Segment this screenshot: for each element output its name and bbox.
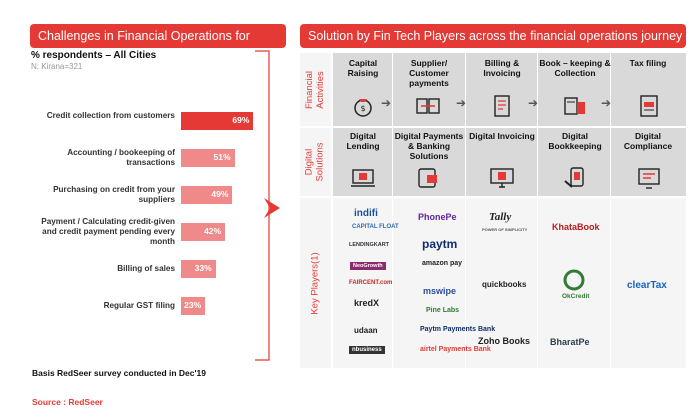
logo-indifi: indifi <box>354 208 378 219</box>
players-row <box>333 198 686 368</box>
bar-value-label: 51% <box>213 152 231 162</box>
solution-payments: Digital Payments & Banking Solutions <box>394 131 464 161</box>
solutions-row <box>333 128 686 196</box>
laptop-loan-icon <box>351 169 375 187</box>
calculator-icon <box>564 97 585 115</box>
arrow-icon: ➔ <box>528 96 539 110</box>
category-label: Purchasing on credit from your suppliers <box>53 185 175 204</box>
arrow-icon: ➔ <box>601 96 612 110</box>
activity-payments: Supplier/ Customer payments <box>409 58 449 88</box>
solution-bookkeeping: Digital Bookkeeping <box>548 131 602 151</box>
activity-tax-filing: Tax filing <box>629 58 667 68</box>
right-panel-header: Solution by Fin Tech Players across the … <box>300 24 686 48</box>
logo-lendingkart: LENDINGKART <box>349 242 390 248</box>
category-label: Accounting / bookeeping of transactions <box>67 148 175 167</box>
svg-text:$: $ <box>360 104 365 113</box>
chart-subtitle: % respondents – All Cities <box>31 50 157 61</box>
row-label-activities: Financial Activities <box>304 70 326 109</box>
logo-mswipe: mswipe <box>423 286 457 296</box>
logo-airtel-bank: airtel Payments Bank <box>420 346 491 353</box>
logo-khatabook: KhataBook <box>552 222 600 232</box>
bar: 42% <box>181 223 226 241</box>
bar-value-label: 23% <box>184 300 202 310</box>
bar-value-label: 69% <box>232 115 250 125</box>
row-label-players: Key Players(1) <box>309 251 321 315</box>
activity-capital-raising: Capital Raising <box>347 58 379 78</box>
logo-bharatpe: BharatPe <box>550 337 590 347</box>
compliance-screen-icon <box>638 168 660 189</box>
monitor-invoice-icon <box>490 168 514 188</box>
tax-document-icon <box>640 95 658 117</box>
bar: 69% <box>181 112 254 130</box>
bar: 49% <box>181 186 233 204</box>
logo-neogrowth: NeoGrowth <box>350 262 386 270</box>
activity-billing: Billing & Invoicing <box>483 58 521 78</box>
logo-paytm: paytm <box>422 237 458 251</box>
logo-zoho-books: Zoho Books <box>478 336 530 346</box>
money-bag-icon: $ <box>354 99 372 117</box>
bar-value-label: 49% <box>211 189 229 199</box>
logo-capital-float: CAPITAL FLOAT <box>352 224 399 230</box>
survey-basis-note: Basis RedSeer survey conducted in Dec'19 <box>32 368 206 378</box>
payment-transfer-icon <box>416 98 440 114</box>
logo-okcredit: OkCredit <box>562 293 590 300</box>
left-panel-header: Challenges in Financial Operations for K… <box>30 24 286 67</box>
category-label: Payment / Calculating credit-given and c… <box>41 217 175 246</box>
bar-value-label: 42% <box>204 226 222 236</box>
row-label-solutions: Digital Solutions <box>304 142 327 182</box>
category-label: Billing of sales <box>117 264 175 273</box>
mobile-wallet-icon <box>418 168 437 188</box>
source-note: Source : RedSeer <box>32 397 103 407</box>
sample-size: N: Kirana=321 <box>31 62 83 71</box>
logo-cleartax: clearTax <box>627 280 667 291</box>
solution-invoicing: Digital Invoicing <box>469 131 535 141</box>
arrow-icon: ➔ <box>456 96 467 110</box>
logo-pine-labs: Pine Labs <box>426 307 460 314</box>
logo-nbusiness: nbusiness <box>349 346 385 354</box>
category-label: Credit collection from customers <box>46 111 175 120</box>
chevron-right-icon <box>264 198 280 218</box>
logo-paytm-bank: Paytm Payments Bank <box>420 326 496 333</box>
logo-amazon-pay: amazon pay <box>422 260 463 267</box>
logo-udaan: udaan <box>354 326 378 335</box>
hand-phone-icon <box>564 167 584 188</box>
logo-faircent: FAIRCENT.com <box>349 280 393 286</box>
logo-quickbooks: quickbooks <box>482 280 527 289</box>
bar: 51% <box>181 149 235 167</box>
solution-lending: Digital Lending <box>346 131 380 151</box>
bar: 33% <box>181 260 216 278</box>
okcredit-icon <box>563 269 585 291</box>
category-label: Regular GST filing <box>103 301 175 310</box>
arrow-icon: ➔ <box>381 96 392 110</box>
logo-tally-tagline: POWER OF SIMPLICITY <box>482 227 528 232</box>
invoice-icon <box>494 95 510 117</box>
bar-value-label: 33% <box>194 263 212 273</box>
logo-kredx: kredX <box>354 298 380 308</box>
solution-compliance: Digital Compliance <box>623 131 673 151</box>
logo-phonepe: PhonePe <box>418 212 457 222</box>
bar: 23% <box>181 297 206 315</box>
activity-bookkeeping: Book – keeping & Collection <box>539 58 611 78</box>
logo-tally: Tally <box>489 211 512 223</box>
